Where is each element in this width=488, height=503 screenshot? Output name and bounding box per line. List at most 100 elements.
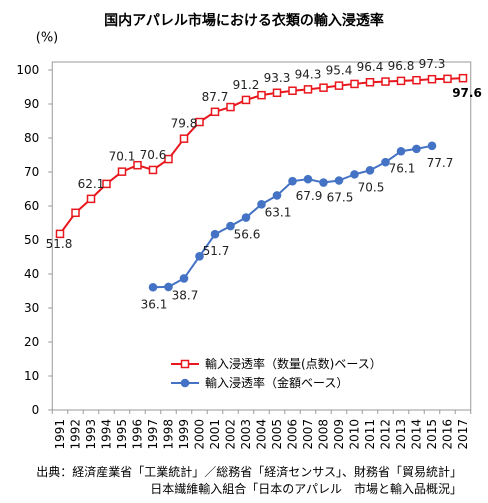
- x-tick-label: 2016: [441, 419, 455, 450]
- value-basis-point: [288, 176, 297, 186]
- value-basis-point: [148, 282, 158, 292]
- quantity-basis-point: [365, 77, 375, 87]
- value-basis-data-label: 67.9: [296, 189, 323, 203]
- x-tick-label: 2008: [317, 419, 331, 450]
- quantity-basis-data-label: 93.3: [264, 71, 291, 85]
- x-tick-label: 2005: [270, 419, 284, 450]
- y-tick-label: 50: [24, 233, 39, 247]
- quantity-basis-data-label: 51.8: [46, 237, 73, 251]
- value-basis-point: [365, 166, 375, 175]
- legend-marker: [180, 359, 190, 369]
- value-basis-data-label: 76.1: [389, 161, 416, 175]
- x-tick-label: 2009: [332, 419, 346, 450]
- quantity-basis-data-label: 97.3: [419, 57, 446, 71]
- x-tick-label: 2003: [239, 419, 253, 450]
- value-basis-point: [272, 191, 282, 200]
- x-tick-label: 1991: [53, 419, 67, 450]
- x-tick-label: 1996: [131, 419, 145, 450]
- quantity-basis-data-label: 79.8: [171, 117, 198, 131]
- quantity-basis-point: [102, 179, 111, 189]
- quantity-basis-point: [179, 134, 189, 143]
- quantity-basis-data-label: 62.1: [78, 177, 105, 191]
- x-tick-label: 1995: [115, 419, 129, 450]
- x-tick-label: 1994: [100, 419, 114, 450]
- value-basis-point: [381, 157, 390, 167]
- quantity-basis-point: [226, 102, 235, 112]
- quantity-basis-point: [350, 79, 359, 89]
- quantity-basis-point: [303, 85, 313, 94]
- x-tick-label: 2001: [208, 419, 222, 450]
- value-basis-data-label: 67.5: [327, 191, 354, 205]
- legend-label: 輸入浸透率（数量(点数)ベース）: [205, 356, 382, 371]
- x-tick-label: 2012: [379, 419, 393, 450]
- quantity-basis-point: [381, 77, 390, 86]
- value-basis-point: [179, 274, 189, 283]
- quantity-basis-data-label: 95.4: [326, 64, 353, 78]
- y-tick-label: 100: [16, 63, 39, 77]
- x-tick-label: 1997: [146, 419, 160, 450]
- x-tick-label: 2011: [363, 419, 377, 450]
- y-tick-label: 70: [24, 165, 39, 179]
- quantity-basis-series: [55, 73, 468, 239]
- y-axis: 0 10 20 30 40 50 60 70 80 90 100: [16, 63, 53, 417]
- quantity-basis-data-label: 87.7: [202, 90, 229, 104]
- value-basis-point: [226, 221, 235, 231]
- quantity-basis-data-label: 70.6: [140, 148, 167, 162]
- x-tick-label: 1998: [162, 419, 176, 450]
- quantity-basis-point: [164, 154, 173, 164]
- x-axis: 1991 1992 1993 1994 1995 1996 1997 1998 1999 2000…: [51, 410, 472, 450]
- value-basis-point: [164, 282, 173, 292]
- quantity-basis-point: [241, 95, 251, 105]
- quantity-basis-data-label: 96.4: [357, 60, 384, 74]
- chart-title: 国内アパレル市場における衣類の輸入浸透率: [104, 13, 384, 29]
- legend: 輸入浸透率（数量(点数)ベース） 輸入浸透率（金額ベース）: [171, 356, 382, 390]
- value-basis-data-label: 38.7: [172, 288, 199, 302]
- x-tick-label: 2015: [425, 419, 439, 450]
- x-tick-label: 2013: [394, 419, 408, 450]
- value-basis-point: [210, 229, 220, 239]
- value-basis-data-label: 63.1: [265, 205, 292, 219]
- data-labels: 51.8 62.1 70.1 70.6 79.8 87.7 91.2 93.3 94.3 95.4…: [46, 57, 482, 311]
- quantity-basis-point: [257, 90, 266, 100]
- x-tick-label: 2004: [255, 419, 269, 450]
- legend-label: 輸入浸透率（金額ベース）: [205, 375, 348, 390]
- quantity-basis-point: [334, 81, 344, 90]
- quantity-basis-point: [319, 83, 328, 92]
- value-basis-point: [350, 170, 359, 179]
- x-tick-label: 2007: [301, 419, 315, 450]
- legend-marker: [180, 378, 190, 388]
- x-tick-label: 1993: [84, 419, 98, 450]
- quantity-basis-point: [396, 76, 406, 86]
- value-basis-point: [396, 146, 406, 156]
- x-tick-label: 2006: [286, 419, 300, 450]
- source-line: 出典：経済産業省「工業統計」／総務省「経済センサス」、財務省「貿易統計」: [36, 465, 462, 479]
- value-basis-series: [148, 141, 437, 292]
- quantity-basis-data-label: 94.3: [295, 67, 322, 81]
- series-layer: [55, 73, 468, 292]
- quantity-basis-point: [458, 73, 468, 83]
- y-axis-unit-label: (%): [36, 31, 59, 46]
- value-basis-point: [319, 178, 328, 187]
- quantity-basis-point: [117, 167, 127, 176]
- quantity-basis-point: [133, 160, 142, 170]
- y-tick-label: 30: [24, 301, 39, 315]
- x-tick-label: 2017: [456, 419, 470, 450]
- x-tick-label: 2010: [348, 419, 362, 450]
- quantity-basis-point: [71, 208, 80, 218]
- quantity-basis-point: [210, 107, 220, 117]
- value-basis-point: [195, 252, 204, 261]
- quantity-basis-point: [148, 165, 158, 175]
- y-tick-label: 10: [24, 369, 39, 383]
- x-tick-label: 2000: [193, 419, 207, 450]
- value-basis-data-label: 56.6: [234, 228, 261, 242]
- value-basis-point: [427, 141, 437, 151]
- x-tick-label: 1999: [177, 419, 191, 450]
- source-note: 出典：経済産業省「工業統計」／総務省「経済センサス」、財務省「貿易統計」 日本繊…: [36, 464, 462, 498]
- quantity-basis-data-label: 96.8: [388, 59, 415, 73]
- y-tick-label: 80: [24, 131, 39, 145]
- source-line: 日本繊維輸入組合「日本のアパレル 市場と輸入品概況」: [150, 482, 462, 496]
- y-tick-label: 90: [24, 97, 39, 111]
- quantity-basis-data-label: 70.1: [109, 150, 136, 164]
- y-tick-label: 60: [24, 199, 39, 213]
